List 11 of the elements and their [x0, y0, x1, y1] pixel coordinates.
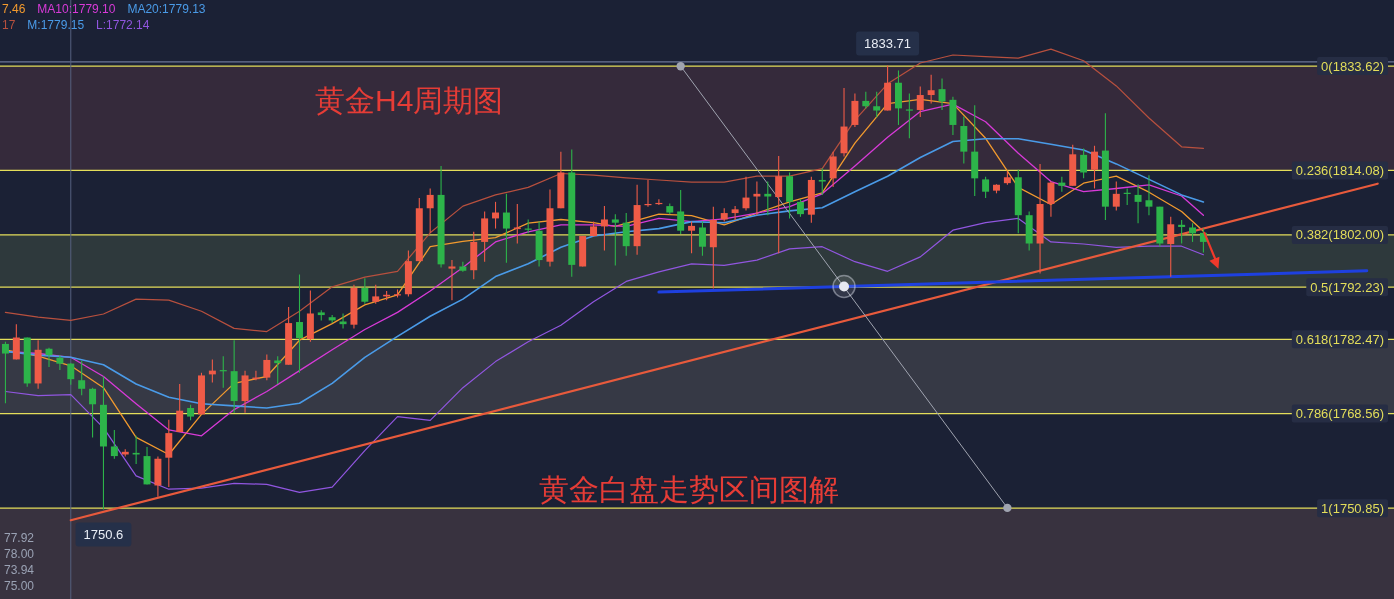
ref-line-label: 0.786(1768.56): [1295, 406, 1384, 422]
ref-line-label: 0.382(1802.00): [1295, 227, 1384, 243]
subtitle: 黄金白盘走势区间图解: [539, 473, 839, 506]
ref-line-label: 0.618(1782.47): [1295, 331, 1384, 347]
ref-line-label: 0.236(1814.08): [1295, 162, 1384, 178]
ref-line-label: 0.5(1792.23): [1310, 279, 1384, 295]
title: 黄金H4周期图: [315, 84, 504, 117]
annotation: 1750.6: [83, 527, 124, 542]
ref-line-label: 1(1750.85): [1321, 500, 1384, 516]
ref-line-label: 0(1833.62): [1321, 58, 1384, 74]
annotation: 1833.71: [864, 36, 912, 52]
